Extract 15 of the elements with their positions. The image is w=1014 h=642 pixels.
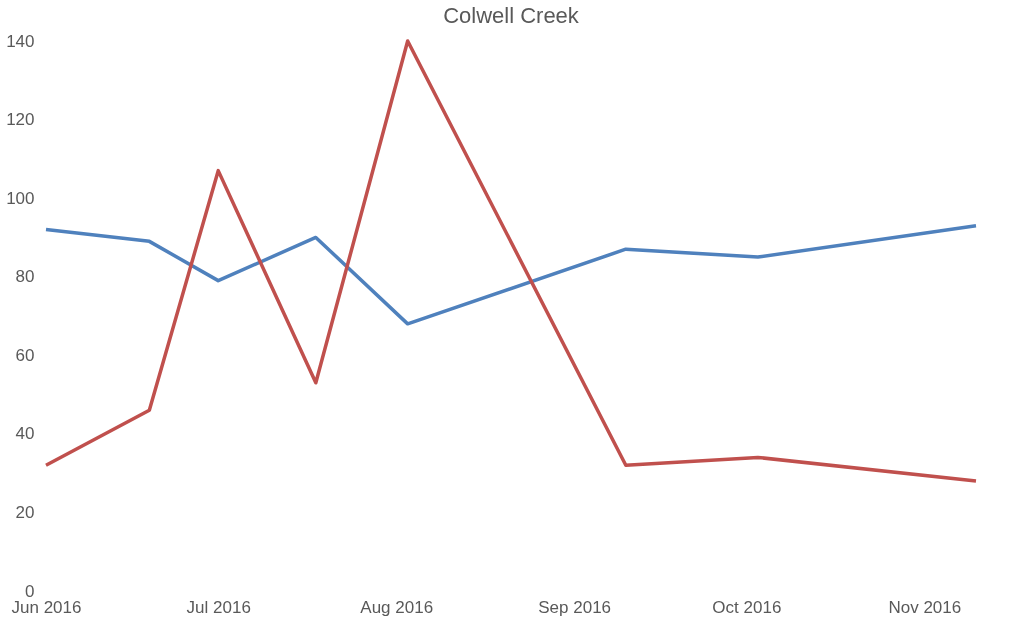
- x-tick-label: Aug 2016: [360, 597, 434, 617]
- x-tick-label: Oct 2016: [712, 597, 782, 617]
- line-series: [44, 223, 978, 326]
- y-tick-label: 100: [6, 188, 35, 208]
- x-tick-label: Jul 2016: [186, 597, 251, 617]
- x-tick-label: Sep 2016: [538, 597, 612, 617]
- y-tick-label: 60: [15, 345, 35, 365]
- chart-title: Colwell Creek: [443, 3, 580, 28]
- y-tick-label: 140: [6, 31, 35, 51]
- line-series: [44, 39, 978, 483]
- y-tick-label: 40: [15, 424, 35, 444]
- y-tick-label: 120: [6, 110, 35, 130]
- y-tick-label: 20: [15, 502, 35, 522]
- x-tick-label: Nov 2016: [888, 597, 962, 617]
- y-tick-label: 80: [15, 267, 35, 287]
